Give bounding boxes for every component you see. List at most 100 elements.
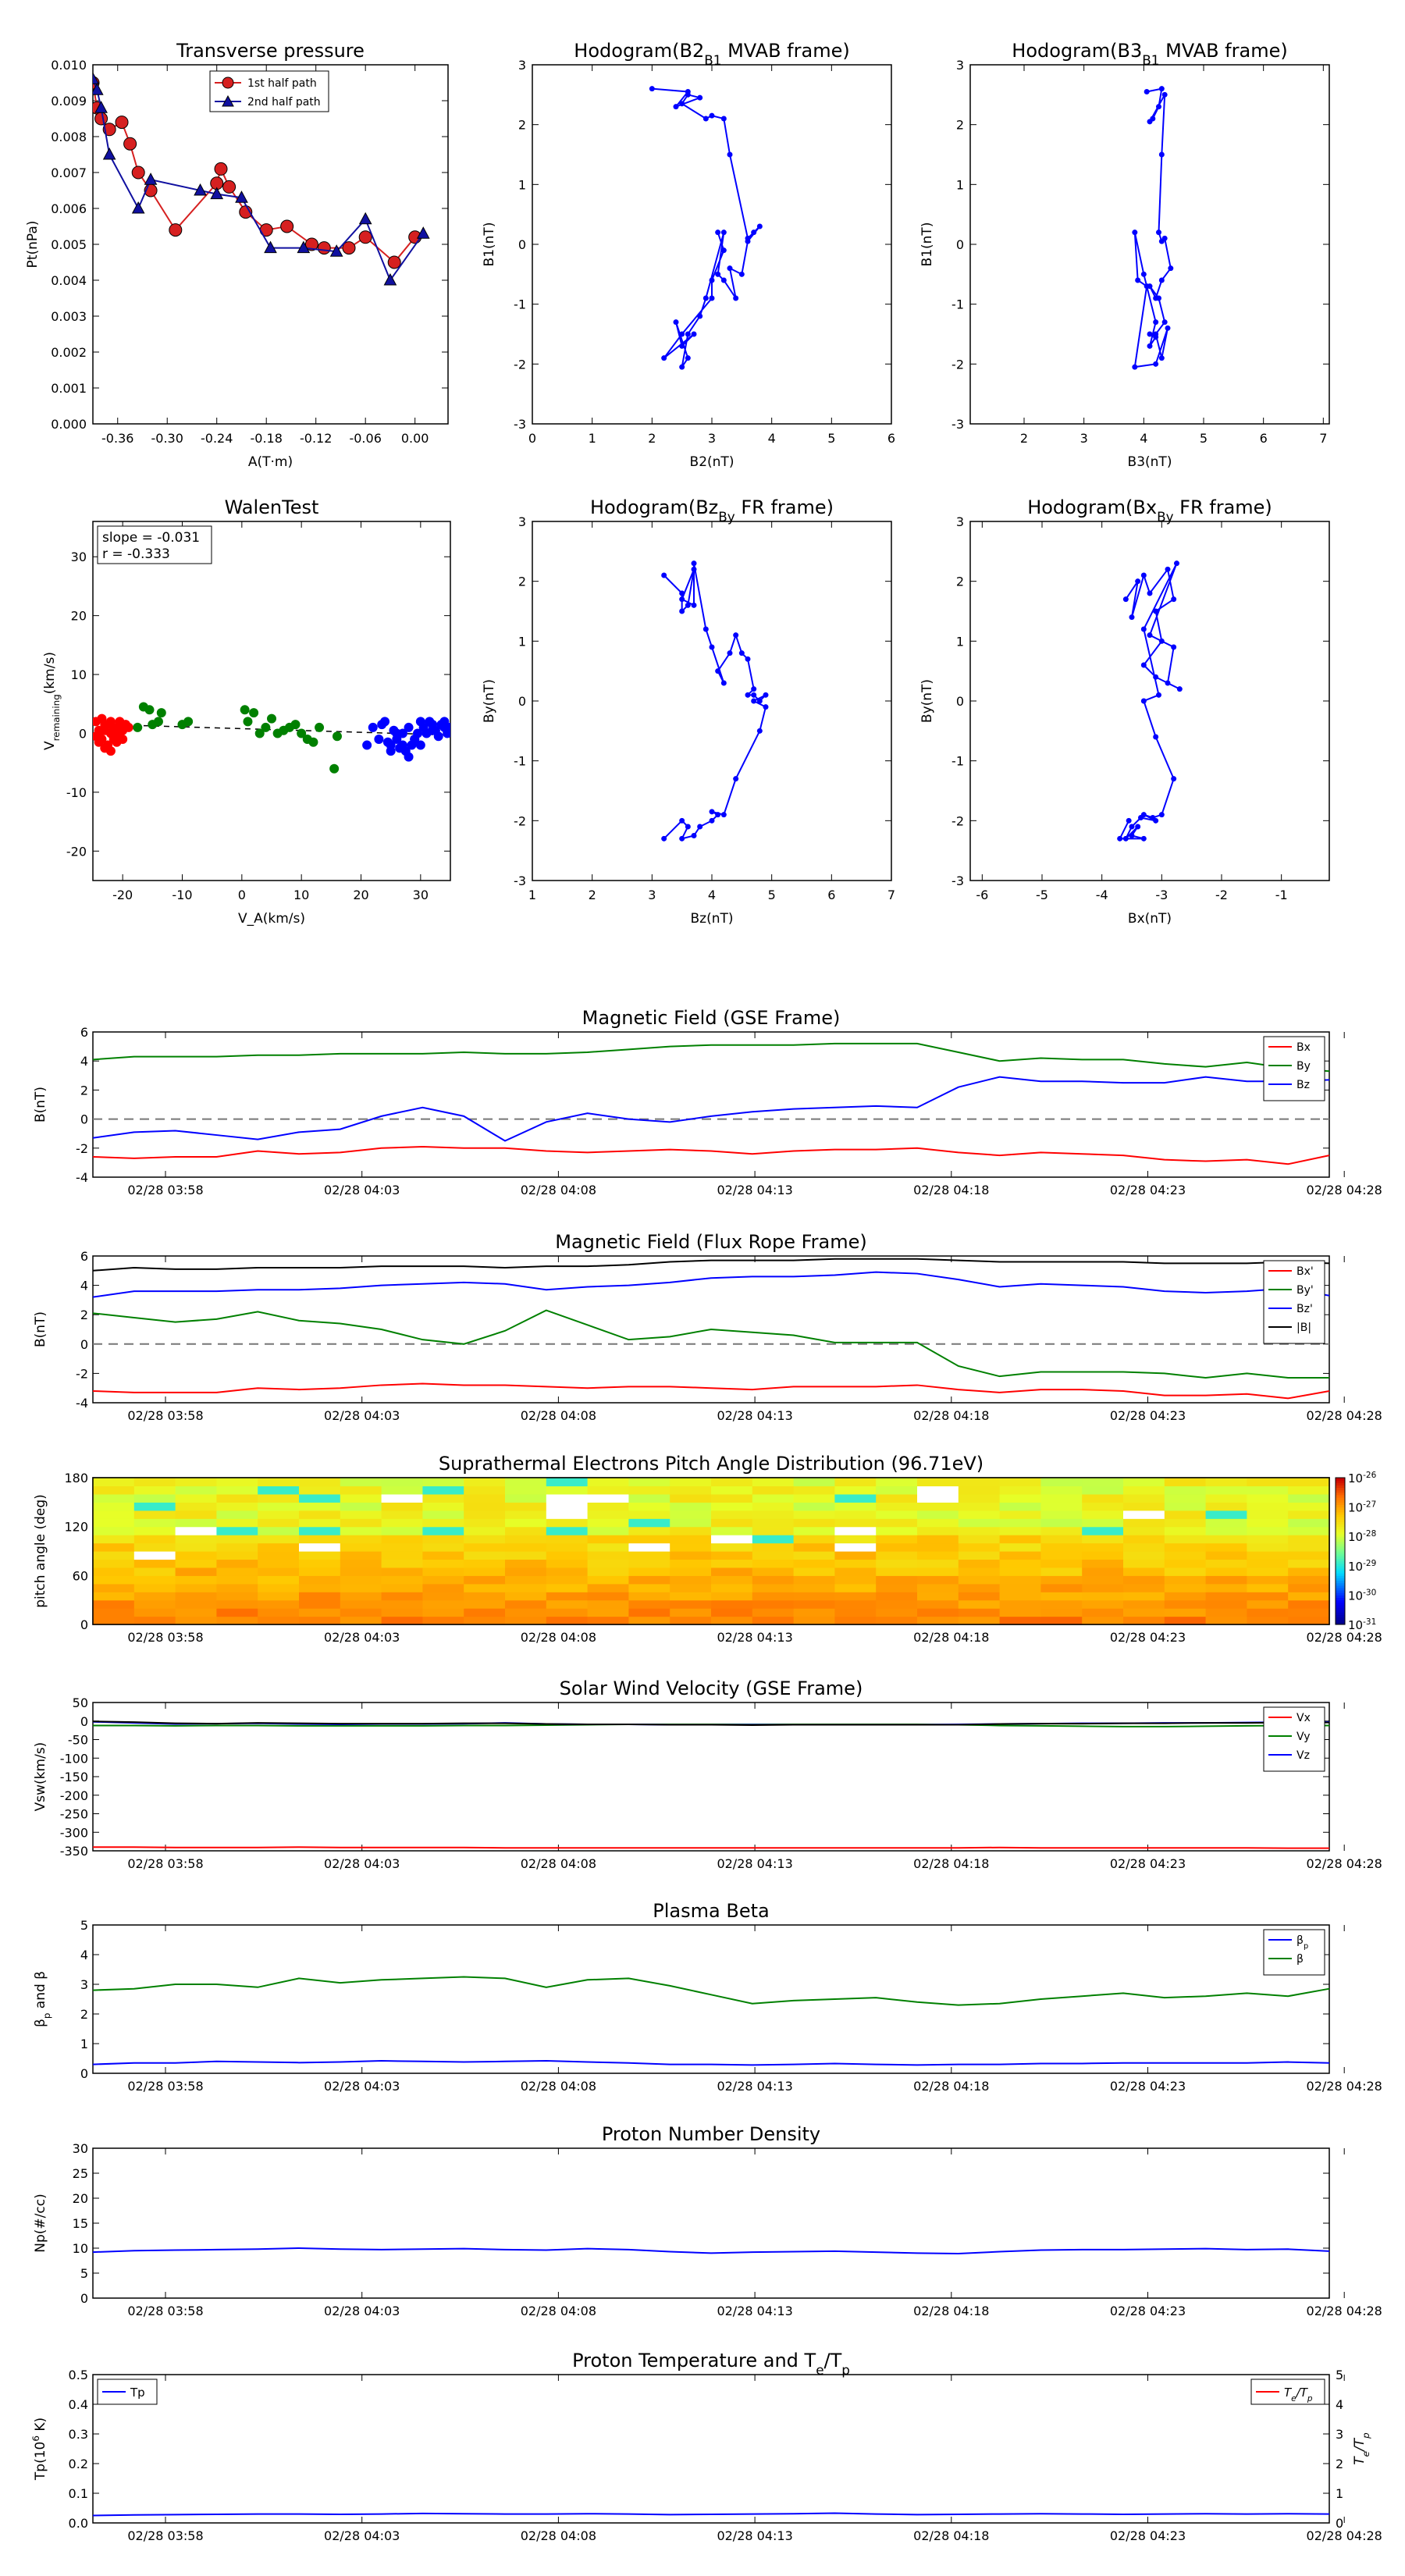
x-tick-label: 2 xyxy=(589,888,596,902)
data-point xyxy=(425,717,435,727)
heat-cell xyxy=(93,1567,135,1576)
heat-cell xyxy=(1288,1616,1330,1625)
colorbar-cell xyxy=(1336,1546,1345,1550)
heat-cell xyxy=(752,1478,795,1487)
colorbar-cell xyxy=(1336,1489,1345,1493)
heat-cell xyxy=(917,1567,959,1576)
heat-cell xyxy=(258,1608,300,1617)
heat-cell xyxy=(216,1542,258,1552)
x-axis-label: B3(nT) xyxy=(1128,454,1172,470)
data-point xyxy=(1156,295,1161,301)
heat-cell xyxy=(958,1583,1001,1592)
heat-cell xyxy=(1040,1592,1083,1601)
data-point xyxy=(727,650,733,656)
data-point xyxy=(374,735,384,745)
heat-cell xyxy=(711,1502,753,1511)
heat-cell xyxy=(1040,1535,1083,1544)
plot-area xyxy=(93,72,430,286)
y-tick-label: -3 xyxy=(514,417,526,432)
heat-cell xyxy=(1082,1518,1124,1528)
y-tick-label: -1 xyxy=(514,297,526,312)
x-tick-label: 02/28 04:23 xyxy=(1110,2528,1186,2543)
panel-title: Suprathermal Electrons Pitch Angle Distr… xyxy=(439,1453,984,1475)
x-tick-label: 02/28 04:28 xyxy=(1307,2304,1382,2318)
heat-cell xyxy=(999,1559,1041,1568)
data-point xyxy=(1153,734,1159,740)
heat-cell xyxy=(876,1583,918,1592)
heat-cell xyxy=(505,1493,547,1503)
x-tick-label: 02/28 04:28 xyxy=(1307,1408,1382,1423)
panel-8: Suprathermal Electrons Pitch Angle Distr… xyxy=(33,1453,1382,1645)
heat-cell xyxy=(752,1575,795,1585)
y-tick-label: 15 xyxy=(73,2216,88,2231)
y-tick-label: 0.2 xyxy=(69,2457,88,2471)
heat-cell xyxy=(175,1551,217,1560)
heat-cell xyxy=(505,1510,547,1519)
colorbar-cell xyxy=(1336,1539,1345,1542)
heat-cell xyxy=(1205,1592,1247,1601)
heat-cell xyxy=(258,1575,300,1585)
axes-frame xyxy=(969,521,1330,881)
heat-cell xyxy=(1164,1616,1207,1625)
data-point xyxy=(720,812,727,818)
heat-cell xyxy=(793,1518,835,1528)
heat-cell xyxy=(464,1599,506,1609)
y-tick-label: 2 xyxy=(956,575,964,589)
axes-frame xyxy=(92,1924,1330,2074)
heat-cell xyxy=(793,1592,835,1601)
heat-cell xyxy=(1082,1551,1124,1560)
heat-cell xyxy=(1247,1510,1289,1519)
colorbar-cell xyxy=(1336,1521,1345,1525)
heat-cell xyxy=(216,1502,258,1511)
data-point xyxy=(751,686,757,692)
colorbar-cell xyxy=(1336,1565,1345,1569)
colorbar-cell xyxy=(1336,1548,1345,1552)
heat-cell xyxy=(1288,1502,1330,1511)
heat-cell xyxy=(299,1575,341,1585)
y-tick-label: 0.006 xyxy=(51,201,87,216)
heat-cell xyxy=(1123,1535,1165,1544)
heat-cell xyxy=(93,1616,135,1625)
heat-cell xyxy=(505,1551,547,1560)
data-point xyxy=(709,817,715,824)
data-point xyxy=(709,295,715,301)
heat-cell xyxy=(1288,1567,1330,1576)
heat-cell xyxy=(1164,1535,1207,1544)
heat-cell xyxy=(340,1485,382,1495)
heat-cell xyxy=(834,1542,877,1552)
heat-cell xyxy=(1288,1559,1330,1568)
heat-cell xyxy=(1205,1518,1247,1528)
data-point xyxy=(727,151,733,158)
x-tick-label: 3 xyxy=(708,431,716,446)
colorbar-cell xyxy=(1336,1478,1345,1481)
heat-cell xyxy=(587,1551,629,1560)
colorbar-frame xyxy=(1335,1477,1346,1625)
heat-cell xyxy=(752,1592,795,1601)
heat-cell xyxy=(917,1485,959,1495)
heat-cell xyxy=(381,1493,423,1503)
data-point xyxy=(679,101,685,107)
heat-cell xyxy=(216,1526,258,1535)
data-point xyxy=(733,632,739,639)
heat-cell xyxy=(670,1575,712,1585)
heat-cell xyxy=(876,1592,918,1601)
legend-label: By xyxy=(1297,1060,1311,1073)
data-point xyxy=(94,101,108,113)
data-point xyxy=(1176,686,1183,692)
data-point xyxy=(1161,319,1168,326)
x-tick-label: 02/28 03:58 xyxy=(127,1408,203,1423)
heat-cell xyxy=(133,1583,176,1592)
x-tick-label: 02/28 04:18 xyxy=(913,1183,989,1197)
x-tick-label: 02/28 04:18 xyxy=(913,1630,989,1645)
heat-cell xyxy=(340,1599,382,1609)
heat-cell xyxy=(299,1502,341,1511)
heat-cell xyxy=(793,1559,835,1568)
panel-title: Magnetic Field (GSE Frame) xyxy=(582,1007,841,1029)
data-point xyxy=(738,650,745,656)
heat-cell xyxy=(505,1567,547,1576)
heat-cell xyxy=(1247,1608,1289,1617)
x-tick-label: 1 xyxy=(589,431,596,446)
data-point xyxy=(1158,355,1165,361)
heat-cell xyxy=(1205,1485,1247,1495)
data-point xyxy=(1156,692,1161,698)
